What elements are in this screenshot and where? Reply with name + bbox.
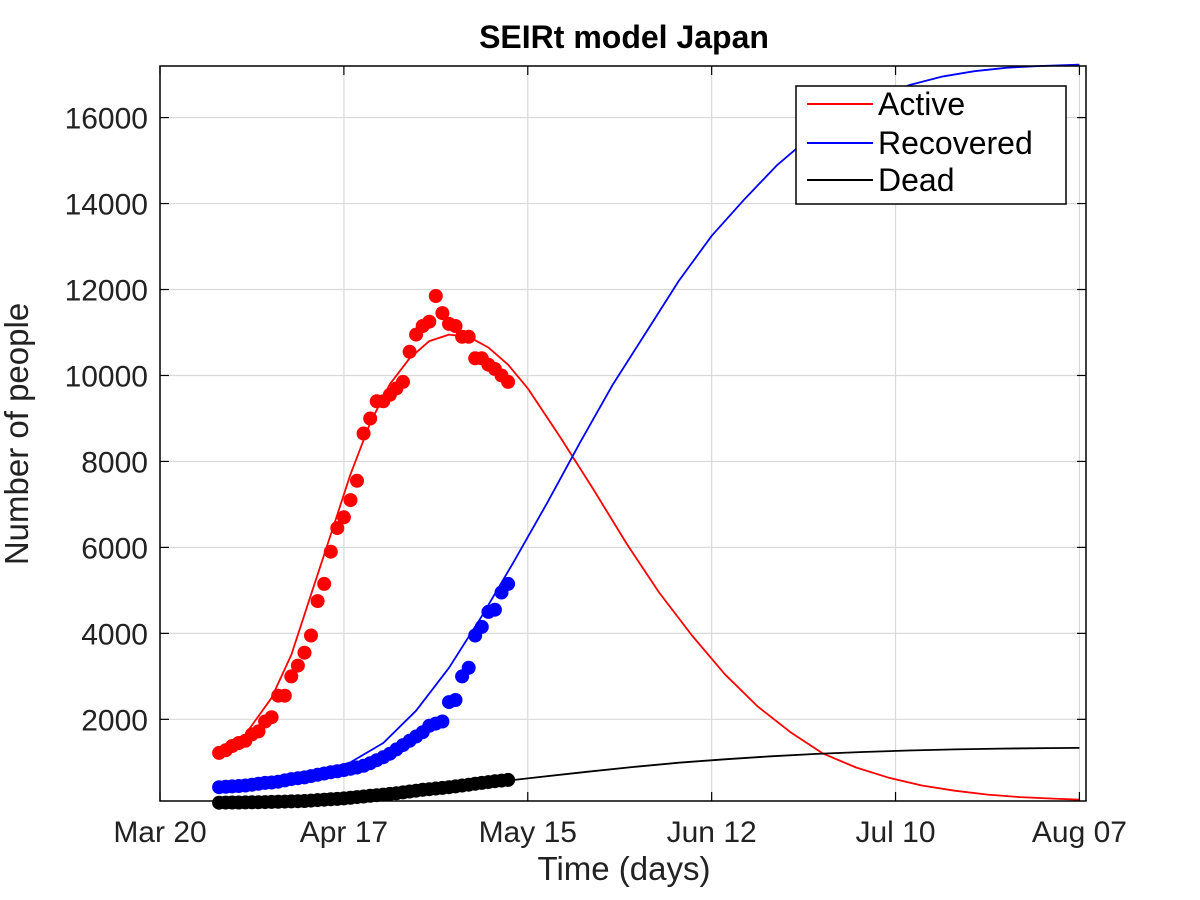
active-data-point <box>323 544 338 559</box>
legend-box <box>795 85 1067 205</box>
y-tick-label: 8000 <box>81 446 148 479</box>
active-data-point <box>422 314 437 329</box>
dead-data-point <box>501 772 516 787</box>
x-tick-label: Jun 12 <box>667 816 757 849</box>
active-data-point <box>343 493 358 508</box>
series-layer <box>212 63 1080 810</box>
y-tick-label: 2000 <box>81 704 148 737</box>
x-tick-label: Aug 07 <box>1032 816 1127 849</box>
recovered-data-point <box>435 714 450 729</box>
active-data-point <box>501 374 516 389</box>
legend-label-dead: Dead <box>878 162 955 198</box>
active-data-point <box>428 289 443 303</box>
active-data-point <box>350 473 364 488</box>
active-data-point <box>461 329 476 344</box>
axis-ticks: Mar 20 Apr 17 May 15 Jun 12 Jul 10 Aug 07 2000… <box>65 66 1127 849</box>
y-tick-label: 4000 <box>81 618 148 651</box>
recovered-data-point <box>461 660 476 675</box>
chart-title: SEIRt model Japan <box>479 19 769 55</box>
active-data-point <box>435 306 450 321</box>
y-tick-label: 10000 <box>65 360 148 393</box>
series-recovered <box>212 63 1080 795</box>
recovered-data-point <box>501 576 516 591</box>
active-data-point <box>251 724 266 739</box>
x-axis-label: Time (days) <box>538 850 711 887</box>
x-tick-label: Mar 20 <box>113 816 206 849</box>
legend: Active Recovered Dead <box>795 85 1067 205</box>
recovered-data-point <box>487 602 502 617</box>
x-tick-label: Apr 17 <box>300 816 388 849</box>
recovered-data-point <box>448 693 463 707</box>
active-data-point <box>264 710 279 725</box>
active-data-point <box>396 374 410 389</box>
active-data-point <box>310 594 325 609</box>
active-data-point <box>356 426 371 441</box>
active-data-point <box>277 688 292 703</box>
legend-label-recovered: Recovered <box>878 125 1033 161</box>
active-data-point <box>290 658 305 673</box>
legend-label-active: Active <box>878 86 965 122</box>
active-data-point <box>297 645 312 660</box>
series-active <box>212 289 1080 801</box>
x-tick-label: Jul 10 <box>856 816 936 849</box>
series-dead <box>212 747 1080 810</box>
plot-area-frame <box>159 65 1087 802</box>
active-data-point <box>336 510 351 525</box>
active-data-point <box>402 344 417 359</box>
recovered-model-line <box>219 63 1080 787</box>
y-axis-label: Number of people <box>0 303 35 565</box>
y-tick-label: 14000 <box>65 189 148 222</box>
active-data-point <box>317 576 332 591</box>
active-data-point <box>284 669 299 684</box>
y-tick-label: 16000 <box>65 103 148 136</box>
active-data-point <box>330 521 345 536</box>
y-tick-label: 6000 <box>81 532 148 565</box>
active-model-line <box>218 333 1080 801</box>
active-data-point <box>363 411 378 426</box>
recovered-data-point <box>474 619 489 634</box>
active-data-point <box>448 319 463 333</box>
active-data-point <box>304 628 318 643</box>
y-tick-label: 12000 <box>65 275 148 308</box>
x-tick-label: May 15 <box>479 816 577 849</box>
